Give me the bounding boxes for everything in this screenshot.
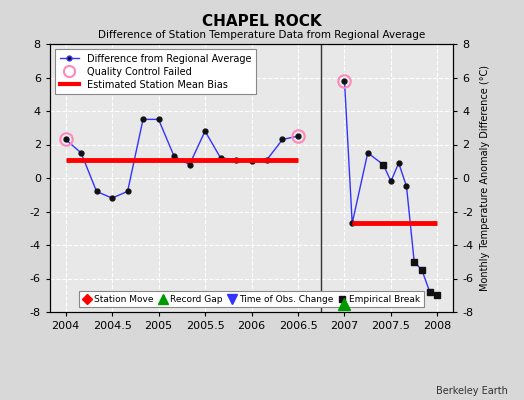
- Text: Difference of Station Temperature Data from Regional Average: Difference of Station Temperature Data f…: [99, 30, 425, 40]
- Text: CHAPEL ROCK: CHAPEL ROCK: [202, 14, 322, 29]
- Legend: Station Move, Record Gap, Time of Obs. Change, Empirical Break: Station Move, Record Gap, Time of Obs. C…: [79, 291, 424, 308]
- Text: Berkeley Earth: Berkeley Earth: [436, 386, 508, 396]
- Y-axis label: Monthly Temperature Anomaly Difference (°C): Monthly Temperature Anomaly Difference (…: [481, 65, 490, 291]
